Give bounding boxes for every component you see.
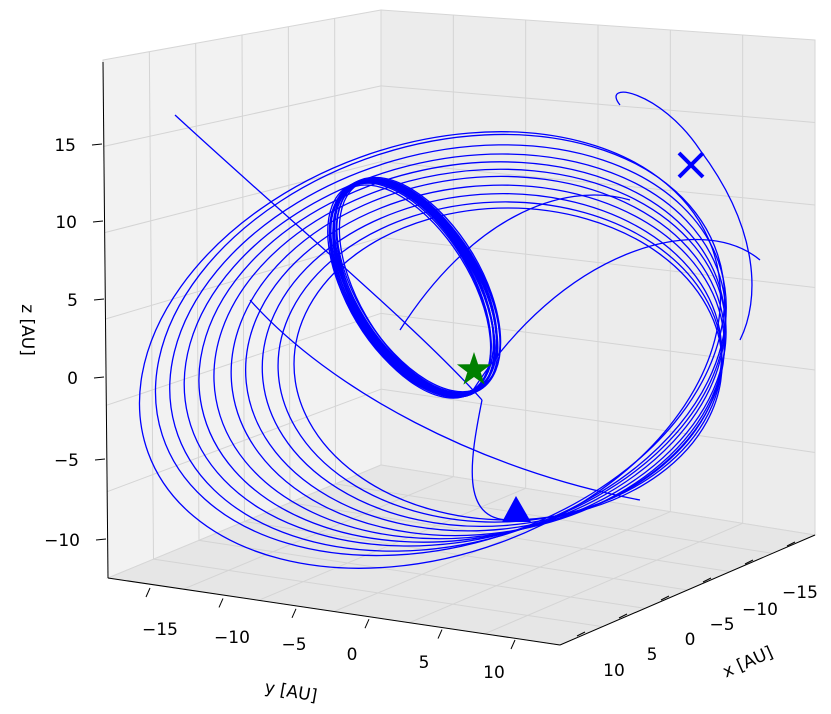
y-tick-label: −5 (281, 635, 306, 655)
x-tick-mark (786, 541, 796, 547)
x-marker (677, 151, 705, 179)
orbit-loop (213, 168, 727, 540)
z-tick-label: 0 (67, 369, 78, 389)
z-tick-mark (95, 538, 107, 541)
y-axis-label: y [AU] (263, 678, 318, 707)
x-tick-label: −5 (709, 615, 734, 635)
orbit-segment (174, 114, 483, 401)
z-tick-mark (94, 458, 106, 461)
orbit-loop (244, 184, 726, 532)
y-tick-label: −15 (142, 620, 178, 640)
y-tick-label: 5 (419, 653, 430, 673)
y-tick-mark (218, 598, 224, 608)
z-tick-mark (93, 376, 105, 379)
orbit-segment (615, 91, 753, 341)
y-tick-label: −10 (214, 628, 250, 648)
star-marker (456, 352, 492, 385)
y-tick-mark (145, 587, 151, 598)
orbit-segment (469, 238, 761, 396)
x-tick-mark (618, 613, 628, 619)
y-tick-label: 10 (483, 663, 505, 683)
z-tick-label: −5 (54, 451, 79, 471)
y-axis-line (107, 577, 561, 646)
z-tick-label: 10 (55, 213, 77, 233)
orbit-segment (399, 194, 631, 331)
grid-line (484, 522, 743, 635)
y-tick-label: 0 (347, 645, 358, 665)
orbit-loop (336, 179, 501, 393)
orbit-segment (471, 399, 511, 521)
y-tick-mark (437, 629, 443, 639)
x-tick-label: −10 (742, 600, 778, 620)
x-tick-label: −15 (782, 583, 818, 603)
x-axis-label: x [AU] (720, 643, 776, 683)
x-tick-mark (576, 631, 586, 637)
x-tick-mark (660, 595, 670, 601)
y-tick-mark (364, 618, 370, 629)
triangle-marker (502, 496, 531, 522)
z-tick-mark (93, 298, 105, 301)
z-tick-label: 5 (67, 291, 78, 311)
z-tick-mark (92, 220, 104, 223)
orbit-loop (230, 175, 726, 537)
z-tick-label: −10 (44, 531, 80, 551)
z-tick-label: 15 (54, 136, 76, 156)
y-tick-mark (510, 639, 516, 650)
x-tick-mark (702, 577, 712, 583)
z-tick-mark (91, 143, 103, 146)
x-tick-label: 5 (647, 645, 658, 665)
x-tick-label: 0 (685, 630, 696, 650)
x-tick-label: 10 (603, 661, 625, 681)
z-axis-line (102, 61, 109, 579)
markers (456, 151, 705, 522)
grid-lines (103, 15, 816, 635)
orbit-trajectory (138, 91, 761, 569)
x-tick-mark (744, 559, 754, 565)
orbit-loop (169, 144, 727, 552)
x-axis-line (559, 534, 816, 646)
z-axis-label: z [AU] (17, 304, 37, 356)
y-tick-mark (291, 608, 297, 619)
orbit-segment (249, 299, 641, 501)
